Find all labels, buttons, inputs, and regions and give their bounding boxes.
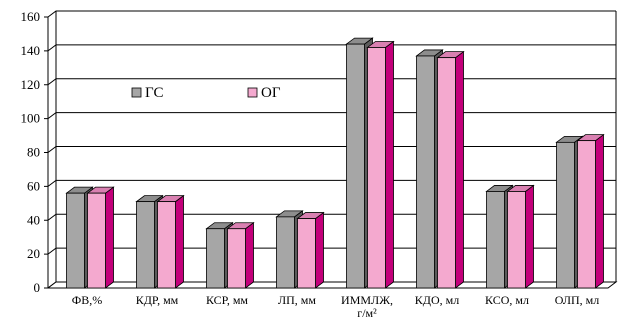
bar-front — [87, 192, 106, 289]
plot-area — [48, 11, 616, 288]
x-tick-label: КДР, мм — [136, 293, 179, 307]
bar-front — [276, 216, 295, 289]
bar-front — [556, 141, 575, 289]
bar-front — [227, 228, 246, 289]
x-tick-label: ФВ,% — [72, 293, 102, 307]
bar-front — [507, 191, 526, 289]
bar-front — [346, 43, 365, 289]
x-tick-label-line2: г/м² — [357, 306, 377, 320]
bar-ОГ-0 — [86, 186, 115, 289]
y-tick-label: 40 — [27, 212, 40, 227]
bar-front — [66, 192, 85, 289]
bar-front — [437, 57, 456, 289]
bar-side — [105, 186, 114, 289]
bar-ОГ-3 — [296, 211, 325, 289]
bar-ОГ-5 — [436, 50, 465, 289]
legend-label-ГС: ГС — [145, 85, 163, 101]
bar-ОГ-2 — [226, 221, 255, 289]
bar-front — [486, 191, 505, 289]
bar-front — [367, 47, 386, 289]
y-tick-label: 120 — [21, 77, 41, 92]
bar-side — [175, 194, 184, 289]
y-tick-label: 140 — [21, 43, 41, 58]
bar-side — [595, 133, 604, 289]
y-tick-label: 20 — [27, 246, 40, 261]
bar-front — [136, 201, 155, 289]
x-tick-label: КДО, мл — [415, 293, 459, 307]
y-tick-label: 0 — [34, 280, 41, 295]
x-tick-label: ИММЛЖ, — [341, 293, 393, 307]
y-tick-label: 80 — [27, 145, 40, 160]
legend-label-ОГ: ОГ — [261, 85, 281, 101]
y-tick-label: 60 — [27, 178, 40, 193]
bar-side — [455, 50, 464, 289]
bar-front — [577, 140, 596, 289]
bar-ОГ-1 — [156, 194, 185, 289]
bar-ОГ-4 — [366, 40, 395, 289]
x-tick-label: КСО, мл — [485, 293, 529, 307]
bar-front — [157, 201, 176, 289]
bar-side — [385, 40, 394, 289]
legend-swatch-ОГ — [247, 87, 258, 98]
x-tick-label: КСР, мм — [206, 293, 248, 307]
x-tick-label: ОЛП, мл — [555, 293, 599, 307]
bar-ОГ-6 — [506, 184, 535, 289]
bar-side — [315, 211, 324, 289]
y-tick-label: 100 — [21, 111, 41, 126]
legend-swatch-ГС — [131, 87, 142, 98]
bar-side — [245, 221, 254, 289]
bar-ОГ-7 — [576, 133, 605, 289]
x-tick-label: ЛП, мм — [278, 293, 316, 307]
bar-front — [416, 55, 435, 289]
bar-front — [297, 218, 316, 289]
bar-side — [525, 184, 534, 289]
bar-front — [206, 228, 225, 289]
y-tick-label: 160 — [21, 9, 41, 24]
